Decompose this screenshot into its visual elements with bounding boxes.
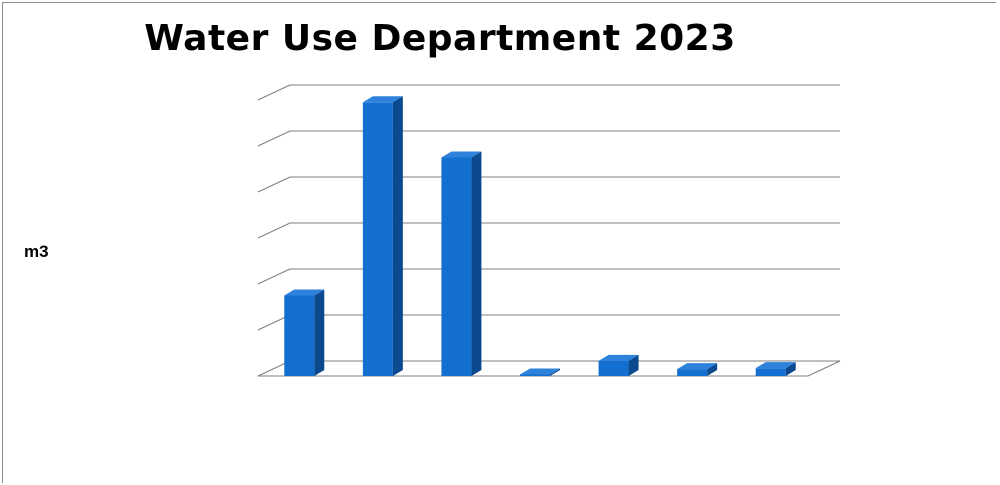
bar-side	[550, 368, 560, 376]
bars	[284, 96, 796, 377]
bar-2	[362, 96, 403, 377]
bar-side	[707, 363, 718, 376]
bar-top	[284, 289, 325, 296]
bar-6	[677, 363, 718, 376]
gridline-side	[257, 130, 291, 147]
bar-top	[520, 368, 560, 375]
bar-front	[677, 369, 708, 376]
bar-front	[755, 368, 786, 376]
bar-side	[314, 289, 325, 376]
bar-front	[520, 374, 550, 376]
bar-top	[362, 96, 403, 103]
y-axis-label: m3	[24, 242, 49, 261]
bar-front	[284, 295, 315, 376]
bar-7	[755, 362, 796, 376]
bar-side	[628, 354, 639, 376]
bar-top	[755, 362, 796, 369]
bar-front	[362, 102, 393, 377]
bar-front	[598, 360, 629, 376]
bar-4	[520, 368, 560, 376]
bar-5	[598, 354, 639, 376]
bar-side	[785, 362, 796, 376]
chart-title: Water Use Department 2023	[144, 18, 736, 59]
bar-side	[471, 151, 482, 376]
gridline-side	[257, 268, 291, 285]
gridlines	[257, 84, 841, 377]
bar-side	[392, 96, 403, 377]
bar-1	[284, 289, 325, 376]
gridline-side	[257, 176, 291, 193]
bar-front	[441, 157, 472, 376]
bar-3	[441, 151, 482, 376]
bar-top	[598, 354, 639, 361]
gridline-side	[257, 222, 291, 239]
bar-top	[677, 363, 718, 370]
gridline-side	[257, 84, 291, 101]
bar-top	[441, 151, 482, 158]
